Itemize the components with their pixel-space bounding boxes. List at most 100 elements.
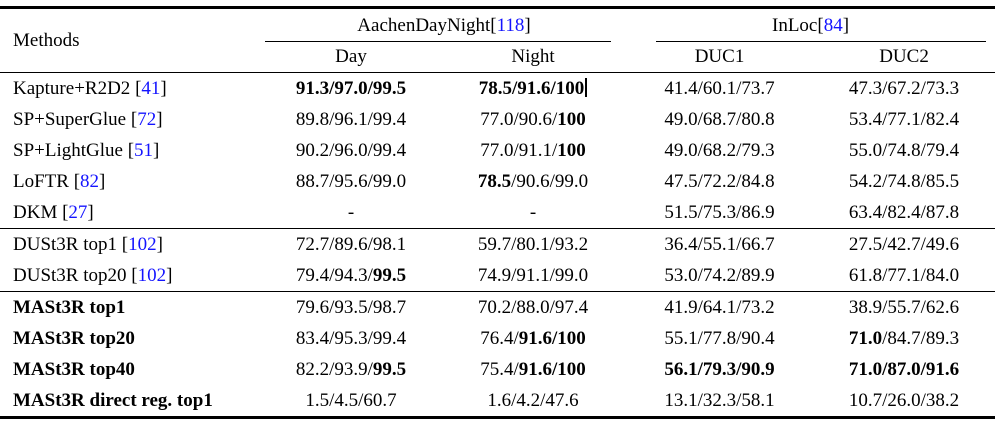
method-name: LoFTR [82] — [13, 170, 106, 192]
score-cell: - — [262, 197, 440, 229]
table-row: DUSt3R top1 [102] 72.7/89.6/98.1 59.7/80.1… — [0, 229, 995, 261]
score-cell: 13.1/32.3/58.1 — [626, 385, 813, 418]
score-value: 41.9/64.1/73.2 — [664, 296, 775, 318]
score-value: 77.0/90.6/ — [480, 108, 558, 130]
method-name: SP+LightGlue [51] — [13, 139, 160, 161]
citation-link[interactable]: 82 — [80, 170, 100, 192]
score-cell: 88.7/95.6/99.0 — [262, 166, 440, 197]
citation-link[interactable]: 102 — [137, 264, 167, 286]
score-value: 79.4/94.3/ — [295, 264, 373, 286]
score-value: 1.6/4.2/47.6 — [487, 389, 579, 411]
score-cell: 77.0/91.1/100 — [440, 135, 626, 166]
method-name: DUSt3R top20 [102] — [13, 264, 173, 286]
score-value: 47.3/67.2/73.3 — [848, 77, 960, 99]
score-value: 61.8/77.1/84.0 — [848, 264, 960, 286]
score-cell: 41.4/60.1/73.7 — [626, 73, 813, 105]
column-header-night: Night — [440, 42, 627, 73]
method-name: MASt3R top1 — [13, 296, 126, 318]
score-cell: 77.0/90.6/100 — [440, 104, 626, 135]
score-cell: 83.4/95.3/99.4 — [262, 323, 440, 354]
citation-link[interactable]: 27 — [68, 201, 88, 223]
score-cell: 38.9/55.7/62.6 — [813, 292, 995, 324]
score-cell: 70.2/88.0/97.4 — [440, 292, 626, 324]
score-value: 59.7/80.1/93.2 — [477, 233, 589, 255]
score-cell: 72.7/89.6/98.1 — [262, 229, 440, 261]
score-cell: 1.6/4.2/47.6 — [440, 385, 626, 418]
column-header-duc2: DUC2 — [813, 42, 995, 73]
score-value: 77.0/91.1/ — [480, 139, 558, 161]
score-cell: 54.2/74.8/85.5 — [813, 166, 995, 197]
cite-bracket-close: ] — [842, 14, 850, 36]
score-value: 13.1/32.3/58.1 — [664, 389, 775, 411]
score-value: 99.5 — [372, 264, 407, 286]
score-cell: 78.5/91.6/100 — [440, 73, 626, 105]
score-value: 79.6/93.5/98.7 — [295, 296, 407, 318]
table-row: MASt3R top40 82.2/93.9/99.5 75.4/91.6/100 5… — [0, 354, 995, 385]
score-value: 53.0/74.2/89.9 — [664, 264, 775, 286]
group-underline — [265, 41, 612, 42]
cite-bracket-open: [ — [817, 14, 824, 36]
score-value: 72.7/89.6/98.1 — [295, 233, 407, 255]
text-caret — [585, 77, 588, 97]
citation-link[interactable]: 72 — [137, 108, 157, 130]
score-value: /90.6/99.0 — [511, 170, 589, 192]
citation-link[interactable]: 84 — [823, 14, 843, 36]
score-value: 36.4/55.1/66.7 — [664, 233, 775, 255]
score-value: 78.5/91.6/100 — [478, 77, 585, 99]
score-value: 51.5/75.3/86.9 — [664, 201, 775, 223]
score-value: 54.2/74.8/85.5 — [848, 170, 960, 192]
score-cell: 55.1/77.8/90.4 — [626, 323, 813, 354]
method-name: DKM [27] — [13, 201, 94, 223]
score-value: 10.7/26.0/38.2 — [848, 389, 960, 411]
citation-link[interactable]: 102 — [128, 233, 157, 255]
score-cell: 79.4/94.3/99.5 — [262, 260, 440, 292]
score-value: 41.4/60.1/73.7 — [664, 77, 775, 99]
method-name: Kapture+R2D2 [41] — [13, 77, 167, 99]
score-value: 91.3/97.0/99.5 — [295, 77, 407, 99]
score-value: 47.5/72.2/84.8 — [664, 170, 775, 192]
methods-column-header: Methods — [0, 7, 262, 73]
cite-bracket-close: ] — [524, 14, 531, 36]
score-value: 55.1/77.8/90.4 — [664, 327, 775, 349]
score-cell: 71.0/84.7/89.3 — [813, 323, 995, 354]
score-cell: 47.5/72.2/84.8 — [626, 166, 813, 197]
score-value: 63.4/82.4/87.8 — [848, 201, 960, 223]
subheader-row: Day Night DUC1 DUC2 — [0, 42, 995, 73]
method-name: SP+SuperGlue [72] — [13, 108, 163, 130]
table-row: MASt3R top1 79.6/93.5/98.7 70.2/88.0/97.4 4… — [0, 292, 995, 324]
section-baselines: Kapture+R2D2 [41] 91.3/97.0/99.5 78.5/91.6… — [0, 73, 995, 229]
table-row: MASt3R top20 83.4/95.3/99.4 76.4/91.6/100 5… — [0, 323, 995, 354]
section-mast3r: MASt3R top1 79.6/93.5/98.7 70.2/88.0/97.4 4… — [0, 291, 995, 418]
score-cell: 78.5/90.6/99.0 — [440, 166, 626, 197]
score-cell: 75.4/91.6/100 — [440, 354, 626, 385]
table-row: SP+LightGlue [51] 90.2/96.0/99.4 77.0/91.1… — [0, 135, 995, 166]
score-value: 83.4/95.3/99.4 — [295, 327, 407, 349]
score-cell: 56.1/79.3/90.9 — [626, 354, 813, 385]
score-value: 71.0 — [848, 327, 883, 349]
score-cell: 71.0/87.0/91.6 — [813, 354, 995, 385]
group-underline — [656, 41, 987, 42]
citation-link[interactable]: 41 — [141, 77, 161, 99]
score-cell: 82.2/93.9/99.5 — [262, 354, 440, 385]
cite-bracket-open: [ — [490, 14, 497, 36]
citation-link[interactable]: 118 — [496, 14, 525, 36]
score-cell: 27.5/42.7/49.6 — [813, 229, 995, 261]
column-header-duc1: DUC1 — [626, 42, 814, 73]
section-dust3r: DUSt3R top1 [102] 72.7/89.6/98.1 59.7/80.1… — [0, 228, 995, 292]
table-row: SP+SuperGlue [72] 89.8/96.1/99.4 77.0/90.6… — [0, 104, 995, 135]
score-value: 71.0/87.0/91.6 — [848, 358, 960, 380]
score-value: 55.0/74.8/79.4 — [848, 139, 960, 161]
score-value: 91.6/100 — [518, 358, 586, 380]
score-cell: 1.5/4.5/60.7 — [262, 385, 440, 418]
method-name: MASt3R top20 — [13, 327, 135, 349]
score-cell: 49.0/68.2/79.3 — [626, 135, 813, 166]
score-value: 78.5 — [477, 170, 512, 192]
score-value: 90.2/96.0/99.4 — [295, 139, 407, 161]
score-value: - — [347, 201, 355, 223]
citation-link[interactable]: 51 — [134, 139, 154, 161]
score-value: 74.9/91.1/99.0 — [477, 264, 589, 286]
score-value: 27.5/42.7/49.6 — [848, 233, 960, 255]
score-cell: 90.2/96.0/99.4 — [262, 135, 440, 166]
score-value: 89.8/96.1/99.4 — [295, 108, 407, 130]
score-value: 49.0/68.2/79.3 — [664, 139, 775, 161]
